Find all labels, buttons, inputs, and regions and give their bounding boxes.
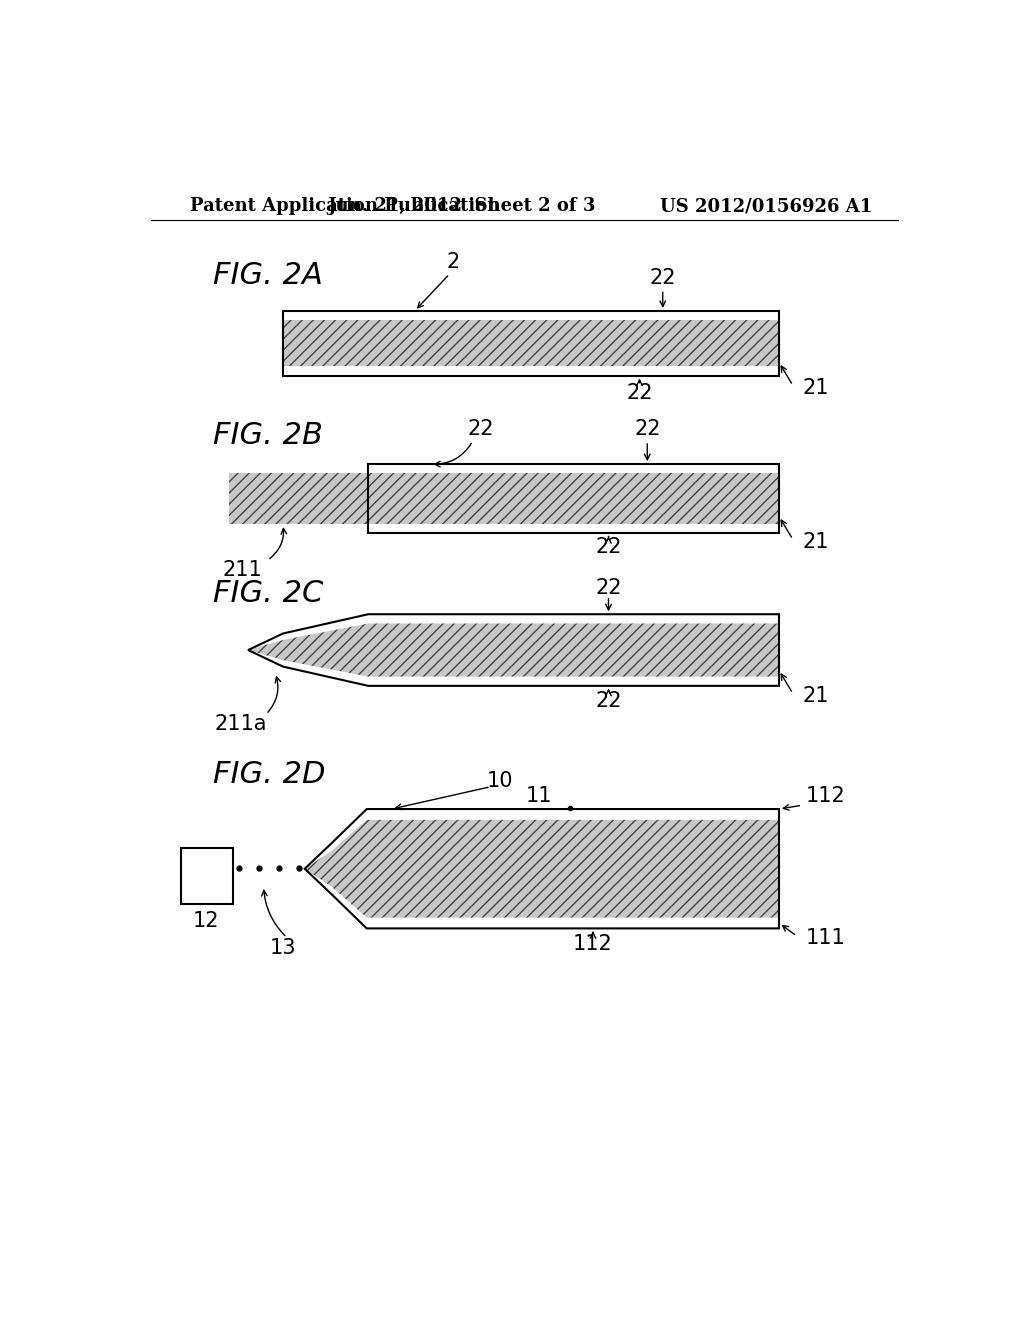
Text: 21: 21 — [802, 532, 828, 552]
Text: 22: 22 — [467, 420, 494, 440]
Text: 12: 12 — [193, 911, 219, 931]
Text: 10: 10 — [486, 771, 513, 791]
Text: 21: 21 — [802, 686, 828, 706]
Bar — [283, 367, 779, 376]
Text: FIG. 2D: FIG. 2D — [213, 760, 326, 789]
Bar — [283, 312, 779, 376]
Text: 22: 22 — [634, 420, 660, 440]
Text: 13: 13 — [269, 937, 296, 957]
Text: US 2012/0156926 A1: US 2012/0156926 A1 — [659, 197, 872, 215]
Bar — [369, 524, 779, 533]
Text: 22: 22 — [595, 578, 622, 598]
Polygon shape — [248, 614, 779, 649]
Text: 22: 22 — [627, 383, 652, 403]
Text: 22: 22 — [595, 537, 622, 557]
Text: 2: 2 — [446, 252, 460, 272]
Text: Jun. 21, 2012  Sheet 2 of 3: Jun. 21, 2012 Sheet 2 of 3 — [327, 197, 595, 215]
Text: 22: 22 — [595, 692, 622, 711]
Text: FIG. 2C: FIG. 2C — [213, 579, 324, 609]
Bar — [283, 312, 779, 376]
Bar — [228, 474, 369, 524]
Bar — [369, 465, 779, 474]
Text: 112: 112 — [573, 933, 613, 954]
Polygon shape — [305, 869, 779, 928]
Bar — [369, 465, 779, 533]
Bar — [283, 312, 779, 321]
Text: 112: 112 — [805, 785, 845, 807]
Text: 111: 111 — [805, 928, 845, 948]
Text: 211a: 211a — [214, 714, 266, 734]
Polygon shape — [305, 809, 779, 869]
Bar — [180, 847, 232, 904]
Text: 11: 11 — [525, 785, 552, 807]
Text: Patent Application Publication: Patent Application Publication — [190, 197, 501, 215]
Bar — [369, 465, 779, 533]
Text: FIG. 2B: FIG. 2B — [213, 421, 324, 450]
Text: 21: 21 — [802, 378, 828, 397]
Bar — [369, 474, 779, 524]
Polygon shape — [305, 809, 779, 928]
Text: 211: 211 — [223, 561, 262, 581]
Text: 22: 22 — [649, 268, 676, 288]
Polygon shape — [248, 649, 779, 686]
Polygon shape — [248, 614, 779, 686]
Text: FIG. 2A: FIG. 2A — [213, 261, 324, 290]
Bar — [283, 321, 779, 367]
